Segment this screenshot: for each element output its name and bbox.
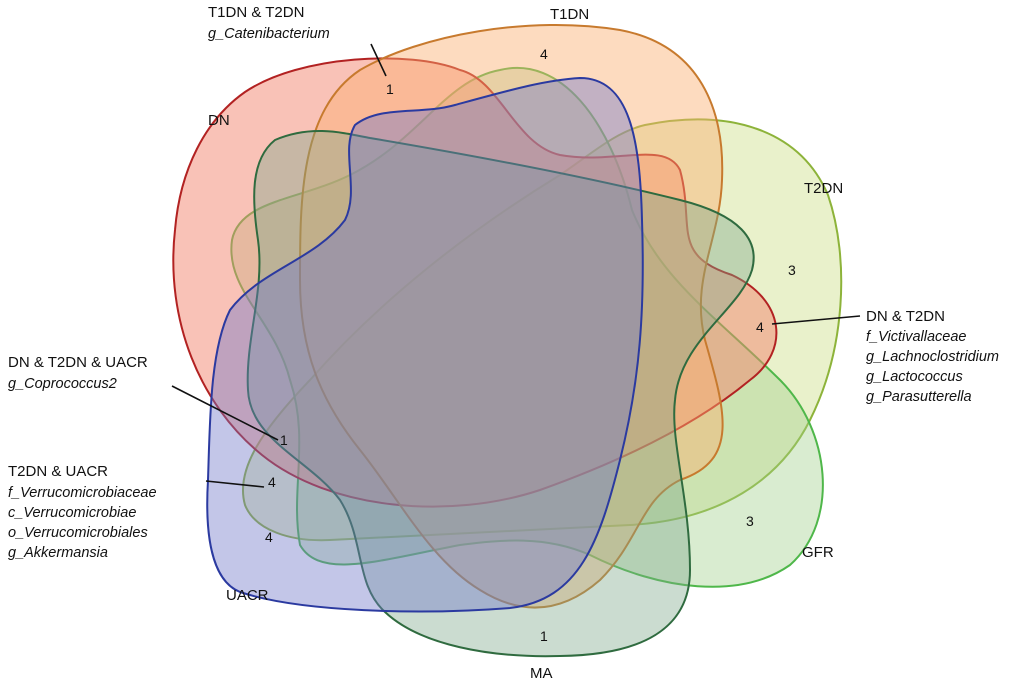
set-label-uacr: UACR bbox=[226, 587, 269, 604]
set-shape-uacr bbox=[206, 76, 644, 613]
annotation-taxon: f_Verrucomicrobiaceae bbox=[8, 485, 157, 501]
set-shape-t1dn bbox=[298, 23, 724, 609]
annotation-taxon: g_Coprococcus2 bbox=[8, 376, 117, 392]
set-label-dn: DN bbox=[208, 112, 230, 129]
set-label-t2dn: T2DN bbox=[804, 180, 843, 197]
leader-line-t2dn-uacr bbox=[205, 480, 265, 488]
set-label-gfr: GFR bbox=[802, 544, 834, 561]
annotation-taxon: f_Victivallaceae bbox=[866, 329, 967, 345]
annotation-t1dn-t2dn: T1DN & T2DN g_Catenibacterium bbox=[208, 4, 330, 42]
count-t2dn-uacr: 4 bbox=[268, 474, 276, 490]
annotation-taxon: g_Lachnoclostridium bbox=[866, 349, 999, 365]
count-ma-only: 1 bbox=[540, 628, 548, 644]
leader-line-dn-t2dn-uacr bbox=[171, 385, 279, 441]
annotation-title: DN & T2DN bbox=[866, 308, 945, 325]
count-t1dn-only: 4 bbox=[540, 46, 548, 62]
count-uacr-only: 4 bbox=[265, 529, 273, 545]
annotation-taxon: c_Verrucomicrobiae bbox=[8, 505, 136, 521]
annotation-dn-t2dn: DN & T2DN f_Victivallaceae g_Lachnoclost… bbox=[866, 308, 999, 405]
count-gfr-only: 3 bbox=[746, 513, 754, 529]
count-t2dn-only: 3 bbox=[788, 262, 796, 278]
count-dn-t2dn-uacr: 1 bbox=[280, 432, 288, 448]
annotation-title: T2DN & UACR bbox=[8, 463, 108, 480]
count-dn-t2dn: 4 bbox=[756, 319, 764, 335]
set-label-ma: MA bbox=[530, 665, 553, 682]
annotation-title: DN & T2DN & UACR bbox=[8, 354, 148, 371]
annotation-taxon: o_Verrucomicrobiales bbox=[8, 525, 148, 541]
annotation-taxon: g_Parasutterella bbox=[866, 389, 972, 405]
annotation-title: T1DN & T2DN bbox=[208, 4, 304, 21]
annotation-t2dn-uacr: T2DN & UACR f_Verrucomicrobiaceae c_Verr… bbox=[8, 463, 157, 561]
annotation-taxon: g_Akkermansia bbox=[8, 545, 108, 561]
annotation-taxon: g_Lactococcus bbox=[866, 369, 963, 385]
set-shape-ma bbox=[246, 130, 755, 658]
leader-line-t1dn-t2dn bbox=[370, 43, 387, 77]
annotation-taxon: g_Catenibacterium bbox=[208, 26, 330, 42]
leader-line-dn-t2dn bbox=[771, 315, 861, 325]
set-label-t1dn: T1DN bbox=[550, 6, 589, 23]
count-t1dn-t2dn: 1 bbox=[386, 81, 394, 97]
annotation-dn-t2dn-uacr: DN & T2DN & UACR g_Coprococcus2 bbox=[8, 354, 148, 392]
